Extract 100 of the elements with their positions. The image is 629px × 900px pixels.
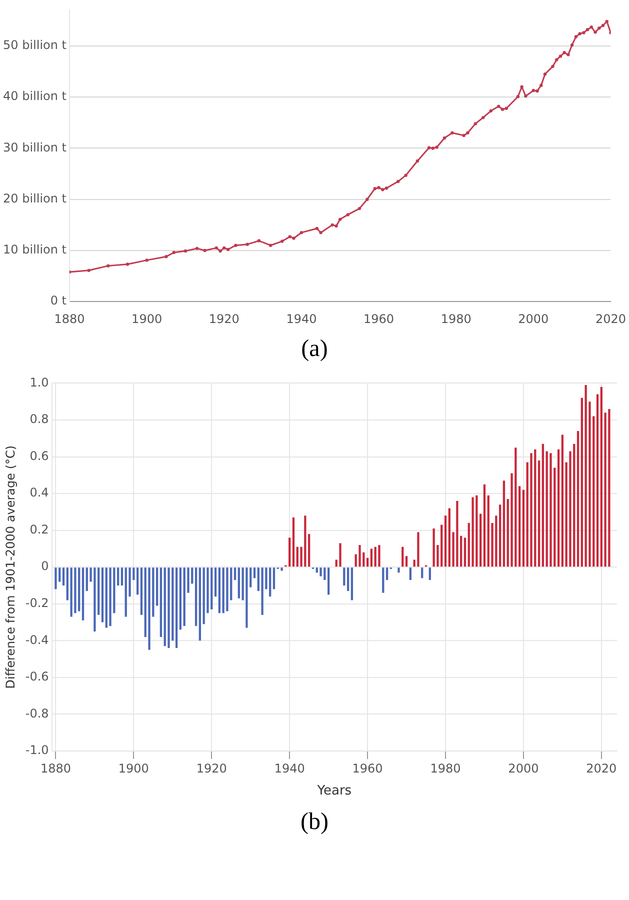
bar	[476, 495, 478, 567]
bar	[366, 558, 369, 567]
bar	[253, 568, 256, 578]
text: (a)	[300, 336, 329, 363]
bar	[198, 568, 202, 641]
bar	[514, 448, 517, 567]
bar	[464, 538, 466, 567]
bar	[448, 508, 450, 567]
bar	[339, 543, 342, 567]
bar	[226, 568, 228, 612]
bar	[210, 568, 213, 610]
bar	[246, 568, 248, 628]
bar	[405, 556, 408, 567]
bar	[218, 568, 220, 614]
x-tick-label: 1940	[286, 312, 317, 326]
bar	[522, 490, 525, 567]
y-tick-label: 0.6	[30, 448, 49, 463]
bar	[120, 568, 124, 586]
bar	[156, 568, 158, 606]
bar	[136, 568, 139, 595]
bar	[421, 568, 424, 578]
bar	[308, 534, 310, 567]
bar	[402, 546, 404, 567]
bar	[358, 545, 361, 567]
y-tick-label: 50 billion t	[2, 38, 67, 52]
y-tick-label: 10 billion t	[2, 242, 67, 257]
bar	[382, 568, 384, 593]
bar	[538, 460, 540, 567]
bar	[288, 538, 291, 567]
y-tick-label: -0.8	[25, 706, 49, 720]
y-tick-label: 30 billion t	[2, 140, 67, 154]
bar	[272, 568, 276, 590]
bar	[280, 568, 283, 571]
bar	[534, 449, 536, 567]
bar	[440, 524, 443, 567]
x-tick-label: 1960	[364, 312, 394, 326]
bar	[546, 451, 548, 567]
bar	[518, 486, 521, 567]
x-tick-label: 2020	[586, 761, 617, 776]
y-tick-label: 20 billion t	[2, 191, 67, 206]
bar	[109, 568, 112, 626]
y-tick-label: -0.2	[25, 596, 49, 610]
bar	[432, 528, 435, 567]
bar	[148, 568, 150, 650]
x-tick-label: 1880	[40, 761, 71, 776]
y-tick-label: 0	[41, 559, 49, 574]
y-tick-label: 0 t	[50, 294, 67, 308]
bar	[261, 568, 264, 615]
bar	[168, 568, 170, 648]
bar	[105, 568, 108, 628]
x-tick-label: 1920	[196, 761, 227, 776]
bar	[417, 532, 420, 567]
bar	[584, 385, 587, 567]
bar	[542, 444, 544, 567]
bar	[495, 516, 498, 567]
bar	[428, 568, 431, 580]
y-tick-label: 0.8	[30, 412, 49, 426]
bar	[561, 434, 564, 567]
bar	[238, 568, 240, 598]
x-tick-label: 1900	[132, 312, 162, 326]
bar	[346, 568, 350, 592]
bar	[472, 497, 474, 567]
bar	[194, 568, 198, 626]
bar	[608, 408, 610, 567]
bar	[374, 546, 376, 567]
bar	[296, 546, 298, 567]
bar	[269, 568, 272, 597]
x-tick-label: 1980	[430, 761, 461, 776]
bar	[124, 568, 127, 617]
bar	[576, 431, 580, 567]
bar	[140, 568, 143, 615]
bar	[550, 453, 552, 567]
bar	[573, 444, 576, 567]
bar	[316, 568, 318, 573]
y-tick-label: -0.4	[25, 632, 49, 647]
bar	[398, 568, 400, 573]
x-tick-label: 1940	[274, 761, 305, 776]
bar	[483, 484, 486, 567]
bar	[350, 568, 354, 600]
bar	[222, 568, 224, 614]
bar	[324, 568, 326, 580]
bar	[62, 568, 65, 586]
x-tick-label: 2000	[518, 312, 549, 326]
bar	[530, 453, 532, 567]
x-tick-label: 1920	[208, 312, 240, 326]
bar	[78, 568, 80, 612]
bar	[487, 495, 490, 567]
y-tick-label: 40 billion t	[2, 89, 67, 104]
bar	[74, 568, 76, 614]
bar	[234, 568, 236, 580]
x-tick-label: 1980	[440, 312, 472, 326]
y-tick-label: -0.6	[25, 670, 49, 684]
x-tick-label: 1900	[118, 761, 149, 776]
bar	[214, 568, 217, 597]
bar	[202, 568, 205, 624]
bar	[444, 516, 447, 567]
bar	[600, 386, 602, 567]
bar	[101, 568, 104, 622]
bar	[94, 568, 96, 632]
bar	[343, 568, 346, 586]
